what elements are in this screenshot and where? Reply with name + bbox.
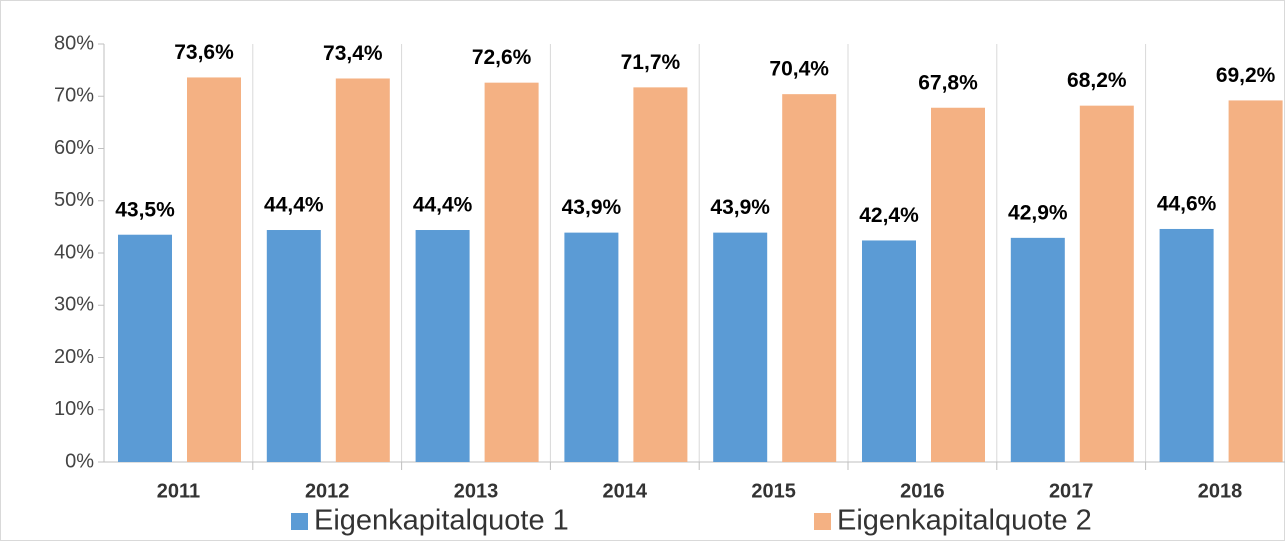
x-tick-label: 2017	[1049, 480, 1094, 502]
value-label: 44,4%	[413, 194, 473, 217]
y-tick-label: 60%	[54, 137, 94, 159]
value-label: 42,4%	[859, 204, 919, 227]
x-tick-label: 2013	[454, 480, 499, 502]
value-label: 70,4%	[769, 58, 829, 81]
bar	[415, 230, 470, 462]
legend-swatch	[814, 513, 831, 530]
y-tick-label: 80%	[54, 32, 94, 54]
bar	[1159, 228, 1214, 462]
bar	[782, 94, 837, 462]
x-tick-label: 2018	[1198, 480, 1243, 502]
value-label: 44,4%	[264, 194, 324, 217]
x-tick-label: 2012	[305, 480, 350, 502]
bar	[633, 87, 688, 463]
bar	[564, 232, 619, 462]
bar	[713, 232, 768, 462]
y-tick-label: 40%	[54, 241, 94, 263]
legend-label: Eigenkapitalquote 2	[837, 505, 1092, 537]
value-label: 73,6%	[174, 41, 234, 64]
value-label: 43,9%	[710, 196, 770, 219]
value-label: 43,5%	[115, 198, 175, 221]
value-label: 71,7%	[621, 51, 681, 74]
bar	[931, 107, 985, 463]
value-label: 73,4%	[323, 42, 383, 65]
bar	[484, 82, 539, 462]
y-tick-label: 50%	[54, 189, 94, 211]
x-tick-label: 2015	[751, 480, 796, 502]
bar	[1079, 105, 1134, 462]
bar	[335, 78, 390, 463]
bar	[862, 240, 916, 462]
value-label: 44,6%	[1157, 193, 1217, 216]
bar	[1228, 100, 1283, 463]
bar	[118, 234, 172, 462]
value-label: 69,2%	[1216, 64, 1276, 87]
legend-swatch	[291, 513, 308, 530]
x-tick-label: 2016	[900, 480, 945, 502]
legend-label: Eigenkapitalquote 1	[314, 505, 569, 537]
bar	[1010, 237, 1065, 462]
value-label: 72,6%	[472, 46, 532, 69]
value-label: 43,9%	[562, 196, 622, 219]
x-tick-label: 2014	[603, 480, 648, 502]
bar	[266, 230, 321, 462]
x-tick-label: 2011	[157, 480, 200, 502]
value-label: 42,9%	[1008, 201, 1068, 224]
y-tick-label: 70%	[54, 85, 94, 107]
bar	[187, 77, 241, 462]
y-tick-label: 0%	[65, 450, 94, 472]
y-tick-label: 30%	[54, 294, 94, 316]
value-label: 68,2%	[1067, 69, 1127, 92]
y-tick-label: 20%	[54, 346, 94, 368]
y-tick-label: 10%	[54, 398, 94, 420]
value-label: 67,8%	[918, 71, 978, 94]
